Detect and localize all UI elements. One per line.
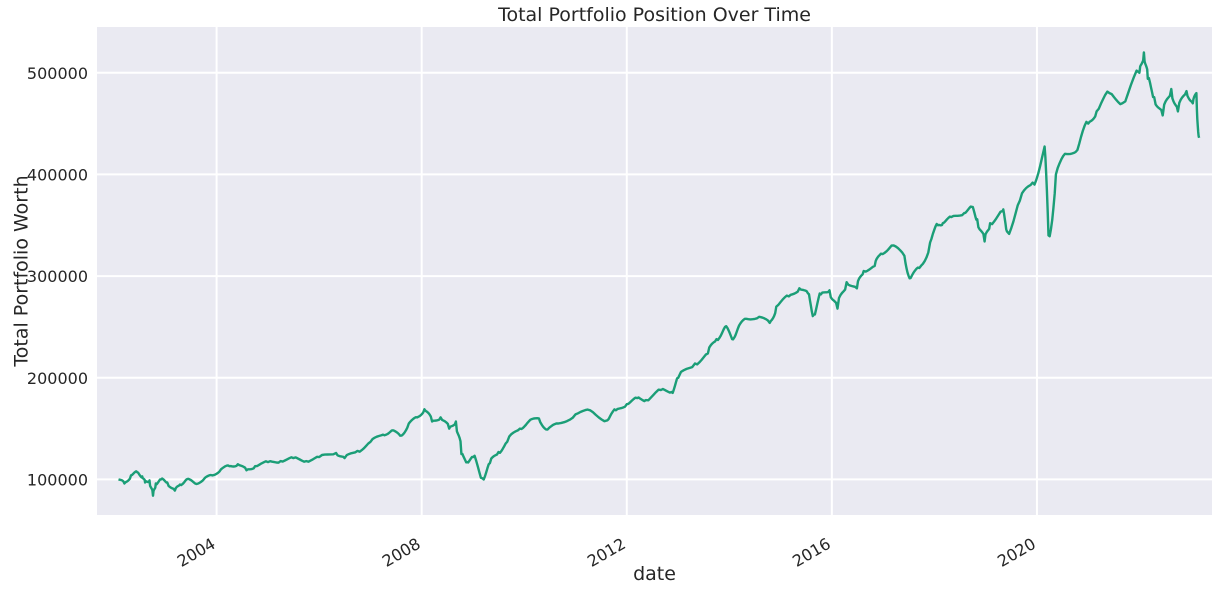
- y-tick-label: 300000: [27, 267, 88, 286]
- plot-background: [97, 27, 1212, 515]
- x-axis-label: date: [633, 563, 676, 585]
- portfolio-worth-line: [118, 51, 1201, 497]
- y-tick-label: 500000: [27, 64, 88, 83]
- y-axis-label: Total Portfolio Worth: [11, 175, 33, 367]
- x-tick-label: 2008: [379, 534, 424, 571]
- x-tick-label: 2016: [789, 534, 834, 571]
- y-tick-label: 400000: [27, 165, 88, 184]
- x-tick-label: 2012: [584, 534, 629, 571]
- x-tick-label: 2004: [174, 534, 219, 571]
- chart-title: Total Portfolio Position Over Time: [497, 4, 811, 26]
- y-tick-label: 200000: [27, 369, 88, 388]
- x-tick-label: 2020: [994, 534, 1039, 571]
- grid-lines: [97, 27, 1212, 515]
- y-tick-label: 100000: [27, 470, 88, 489]
